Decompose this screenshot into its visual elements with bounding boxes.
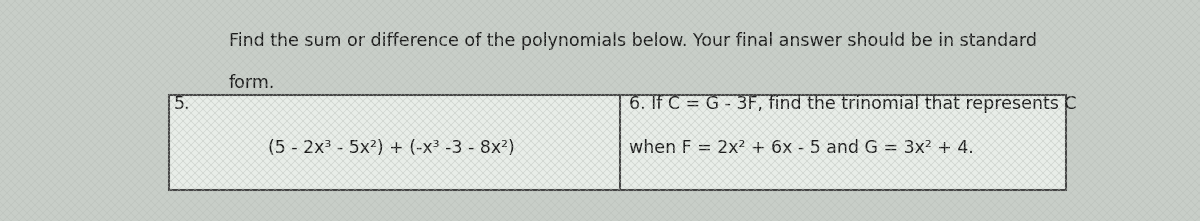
Text: (5 - 2x³ - 5x²) + (-x³ -3 - 8x²): (5 - 2x³ - 5x²) + (-x³ -3 - 8x²): [269, 139, 515, 157]
Text: when F = 2x² + 6x - 5 and G = 3x² + 4.: when F = 2x² + 6x - 5 and G = 3x² + 4.: [629, 139, 973, 157]
FancyBboxPatch shape: [168, 95, 1066, 190]
Text: 6. If C = G - 3F, find the trinomial that represents C: 6. If C = G - 3F, find the trinomial tha…: [629, 95, 1076, 113]
Text: form.: form.: [229, 74, 276, 92]
Text: Find the sum or difference of the polynomials below. Your final answer should be: Find the sum or difference of the polyno…: [229, 32, 1037, 50]
Text: 5.: 5.: [173, 95, 190, 113]
